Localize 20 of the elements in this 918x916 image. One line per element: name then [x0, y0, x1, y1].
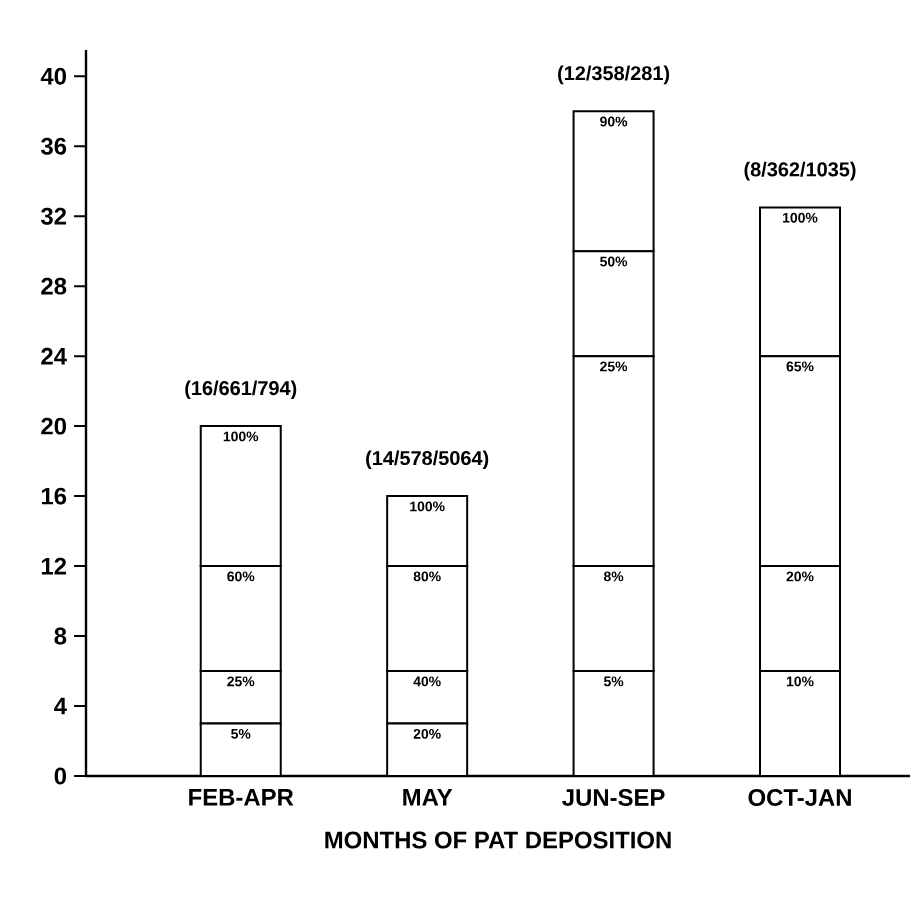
- annotation: (8/362/1035): [744, 161, 856, 181]
- y-tick-label: 16: [41, 487, 67, 505]
- y-tick-label: 8: [54, 627, 67, 645]
- x-axis-title: MONTHS OF PAT DEPOSITION: [325, 831, 671, 849]
- x-tick-label: MAY: [403, 789, 453, 806]
- x-tick-label: FEB-APR: [189, 789, 294, 806]
- y-tick-label: 28: [41, 277, 67, 295]
- y-tick-label: 20: [41, 417, 67, 435]
- y-tick-label: 32: [40, 207, 67, 225]
- annotation: (14/578/5064): [366, 450, 489, 470]
- y-tick-label: 36: [40, 137, 67, 155]
- annotation: (16/661/794): [185, 380, 297, 400]
- y-tick-label: 24: [41, 347, 67, 365]
- annotation: (12/358/281): [558, 65, 670, 85]
- y-tick-label: 40: [40, 67, 67, 85]
- y-tick-label: 4: [54, 697, 67, 715]
- y-tick-label: 0: [54, 767, 67, 785]
- x-tick-label: JUN-SEP: [562, 789, 665, 806]
- y-tick-label: 12: [41, 557, 67, 575]
- x-tick-label: OCT-JAN: [748, 789, 851, 806]
